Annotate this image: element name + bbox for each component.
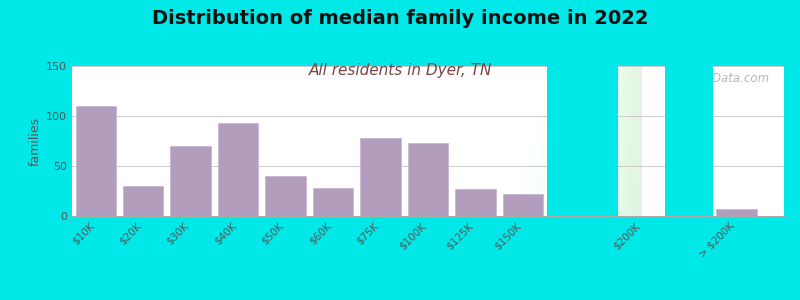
Bar: [266, 176, 306, 216]
Text: Distribution of median family income in 2022: Distribution of median family income in …: [152, 9, 648, 28]
Bar: [666, 66, 713, 216]
Bar: [546, 66, 618, 216]
Text: City-Data.com: City-Data.com: [686, 72, 770, 85]
Bar: [123, 186, 163, 216]
Bar: [716, 209, 757, 216]
Bar: [170, 146, 211, 216]
Bar: [75, 106, 116, 216]
Bar: [218, 123, 258, 216]
Bar: [313, 188, 354, 216]
Bar: [455, 189, 496, 216]
Bar: [408, 143, 448, 216]
Bar: [360, 138, 401, 216]
Bar: [502, 194, 543, 216]
Bar: [408, 143, 448, 216]
Y-axis label: families: families: [29, 116, 42, 166]
Bar: [170, 146, 211, 216]
Bar: [716, 209, 757, 216]
Bar: [455, 189, 496, 216]
Bar: [266, 176, 306, 216]
Bar: [502, 194, 543, 216]
Bar: [313, 188, 354, 216]
Bar: [218, 123, 258, 216]
Text: All residents in Dyer, TN: All residents in Dyer, TN: [308, 63, 492, 78]
Bar: [75, 106, 116, 216]
Bar: [123, 186, 163, 216]
Bar: [360, 138, 401, 216]
